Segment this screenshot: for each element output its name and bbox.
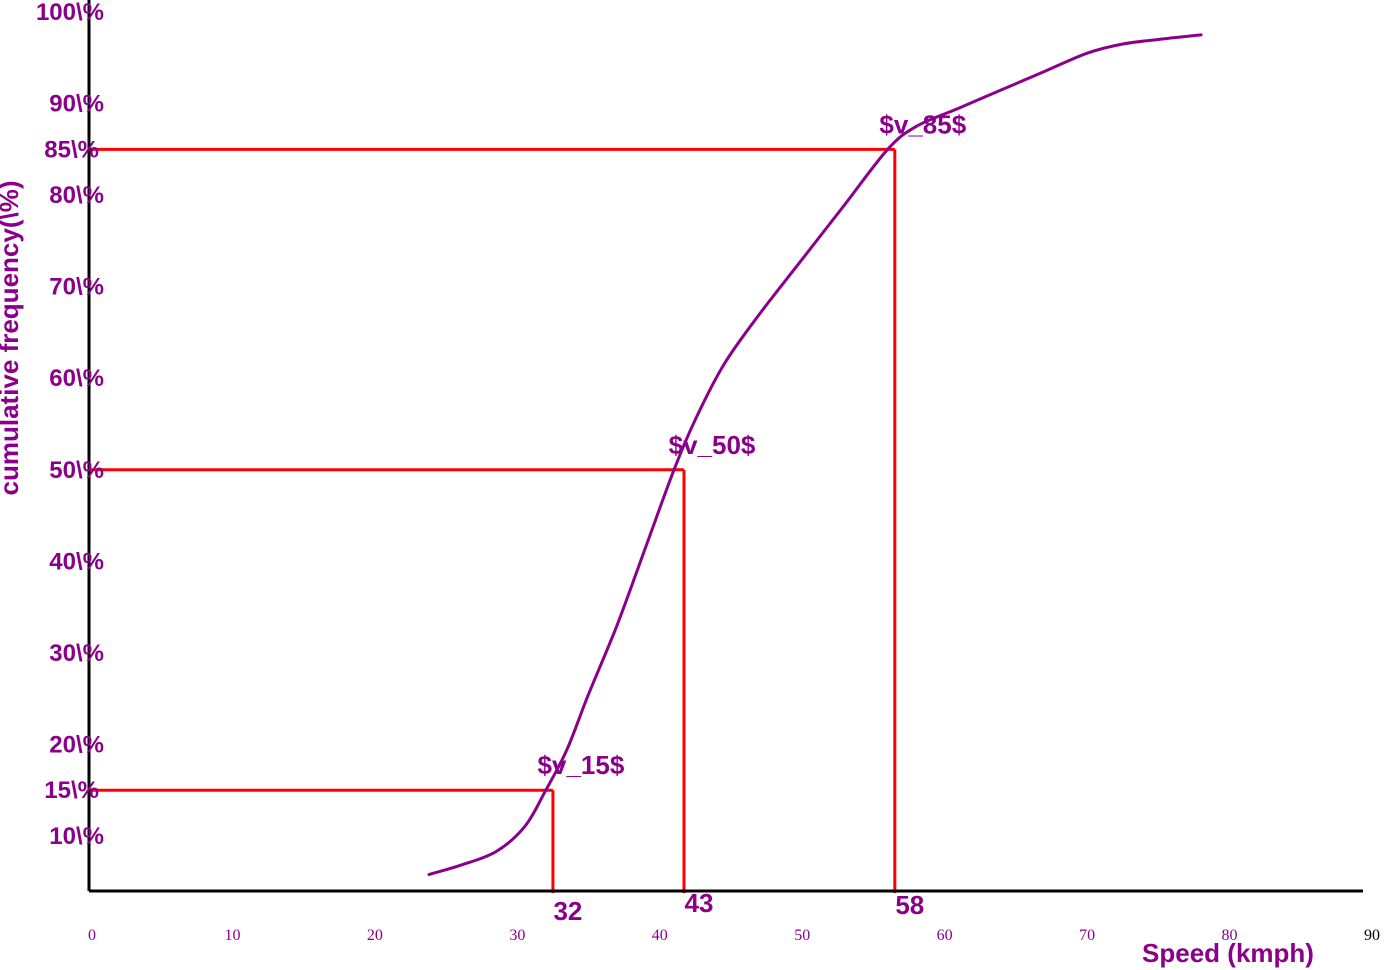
y-tick-label: 15\% xyxy=(44,777,99,804)
percentile-label: $v_50$ xyxy=(669,430,756,460)
percentile-speed-value: 32 xyxy=(553,896,582,926)
x-tick-label: 40 xyxy=(652,927,668,944)
y-tick-label: 90\% xyxy=(49,91,104,118)
y-tick-label: 70\% xyxy=(49,274,104,301)
y-tick-label: 60\% xyxy=(49,365,104,392)
x-tick-label: 90 xyxy=(1364,927,1380,944)
y-axis-title: cumulative frequency(\%) xyxy=(0,181,24,496)
y-tick-label: 50\% xyxy=(49,457,104,484)
y-tick-labels: 100\% 90\% 85\% 80\% 70\% 60\% 50\% 40\% 30\% 20\… xyxy=(36,0,104,850)
x-axis-title: Speed (kmph) xyxy=(1142,938,1314,968)
x-tick-label: 0 xyxy=(88,927,96,944)
x-tick-label: 60 xyxy=(937,927,953,944)
x-tick-label: 30 xyxy=(509,927,525,944)
x-tick-label: 70 xyxy=(1079,927,1095,944)
y-tick-label: 100\% xyxy=(36,0,104,26)
y-tick-label: 30\% xyxy=(49,640,104,667)
percentile-speed-value: 58 xyxy=(895,890,924,920)
annotation-labels: $v_15$ 32 $v_50$ 43 $v_85$ 58 xyxy=(538,109,967,926)
reference-lines xyxy=(89,147,897,893)
percentile-label: $v_85$ xyxy=(879,109,966,139)
percentile-label: $v_15$ xyxy=(538,750,625,780)
x-tick-label: 10 xyxy=(224,927,240,944)
x-tick-label: 50 xyxy=(794,927,810,944)
x-tick-labels: 0 10 20 30 40 50 60 70 80 90 xyxy=(88,927,1380,944)
y-tick-label: 85\% xyxy=(44,136,99,163)
curve-layer xyxy=(427,33,1203,876)
percentile-speed-value: 43 xyxy=(685,888,714,918)
y-tick-label: 10\% xyxy=(49,823,104,850)
y-tick-label: 20\% xyxy=(49,731,104,758)
y-tick-label: 40\% xyxy=(49,548,104,575)
axes xyxy=(87,0,1363,893)
x-tick-label: 20 xyxy=(367,927,383,944)
y-tick-label: 80\% xyxy=(49,182,104,209)
x-tick-label: 80 xyxy=(1222,927,1238,944)
cumulative-frequency-curve xyxy=(427,33,1203,876)
